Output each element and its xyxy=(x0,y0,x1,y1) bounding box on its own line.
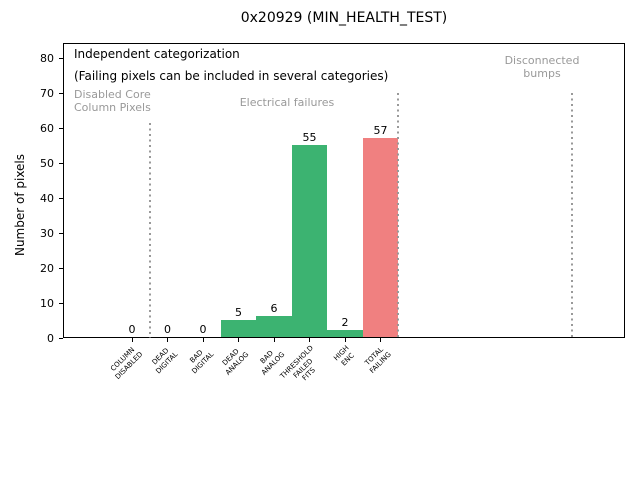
annotation-categories-note: (Failing pixels can be included in sever… xyxy=(74,69,389,83)
bar-value-label: 55 xyxy=(302,130,317,144)
bar-high-enc xyxy=(327,330,363,337)
bar-total-failing xyxy=(362,137,399,337)
region-label-electrical-failures: Electrical failures xyxy=(239,96,335,109)
x-tick-label: HIGH ENC xyxy=(332,344,356,368)
x-tick-mark xyxy=(131,338,133,342)
bar-value-label: 57 xyxy=(373,123,388,137)
region-label-disabled-core-column-pixels: Disabled Core Column Pixels xyxy=(74,88,151,114)
x-tick-mark xyxy=(238,338,239,342)
bar-value-label: 0 xyxy=(199,323,207,336)
x-tick-mark xyxy=(167,338,168,342)
y-tick-mark xyxy=(59,233,63,234)
y-tick-label: 10 xyxy=(40,297,54,310)
x-tick-mark xyxy=(273,338,275,342)
y-tick-mark xyxy=(59,268,63,269)
bar-value-label: 6 xyxy=(270,302,278,315)
y-tick-label: 40 xyxy=(40,192,54,205)
x-tick-label: DEAD ANALOG xyxy=(221,347,251,377)
y-tick-mark xyxy=(59,58,63,59)
y-tick-mark xyxy=(59,93,63,94)
y-tick-label: 50 xyxy=(40,157,54,170)
x-tick-mark xyxy=(309,338,310,342)
x-tick-label: DEAD DIGITAL xyxy=(150,346,180,376)
x-tick-label: BAD DIGITAL xyxy=(188,348,215,376)
y-tick-label: 0 xyxy=(47,332,54,345)
bar-value-label: 0 xyxy=(164,323,171,336)
region-separator-3 xyxy=(570,93,573,338)
y-tick-label: 20 xyxy=(40,262,54,275)
x-tick-label: COLUMN DISABLED xyxy=(108,345,144,381)
y-tick-label: 80 xyxy=(40,52,54,65)
bar-value-label: 0 xyxy=(128,323,136,336)
bar-value-label: 2 xyxy=(341,316,349,329)
region-separator-1 xyxy=(148,123,151,338)
x-tick-mark xyxy=(344,338,346,342)
region-separator-2 xyxy=(397,93,400,338)
y-axis-label: Number of pixels xyxy=(13,153,27,257)
y-tick-mark xyxy=(59,338,63,339)
bar-threshold-failed-fits xyxy=(291,144,328,337)
y-tick-mark xyxy=(59,303,63,304)
bar-bad-analog xyxy=(256,316,292,337)
x-tick-label: THRESHOLD FAILED FITS xyxy=(278,344,318,383)
bar-dead-analog xyxy=(220,319,257,337)
plot-area xyxy=(63,43,625,338)
x-tick-label: TOTAL FAILING xyxy=(363,345,393,375)
y-tick-mark xyxy=(59,163,63,164)
y-tick-label: 70 xyxy=(40,87,54,100)
chart-title: 0x20929 (MIN_HEALTH_TEST) xyxy=(240,10,448,26)
x-tick-mark xyxy=(202,338,204,342)
bar-value-label: 5 xyxy=(235,305,242,319)
y-tick-label: 30 xyxy=(40,227,54,240)
x-tick-mark xyxy=(380,338,381,342)
y-tick-label: 60 xyxy=(40,122,54,135)
y-tick-mark xyxy=(59,128,63,129)
y-tick-mark xyxy=(59,198,63,199)
annotation-independent-categorization: Independent categorization xyxy=(74,47,240,61)
region-label-disconnected-bumps: Disconnected bumps xyxy=(504,54,580,80)
